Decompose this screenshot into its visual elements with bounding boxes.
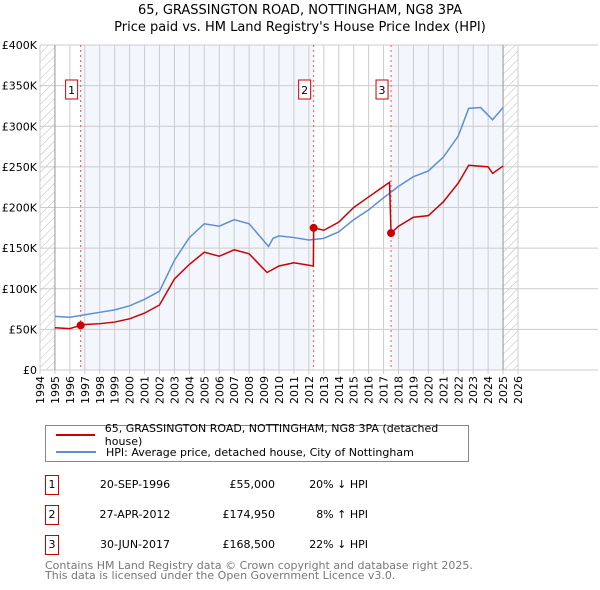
x-tick-label: 2009: [258, 376, 271, 404]
x-tick-label: 2013: [318, 376, 331, 404]
sale-date: 27-APR-2012: [99, 508, 171, 521]
legend-label: HPI: Average price, detached house, City…: [106, 445, 414, 459]
sale-date: 30-JUN-2017: [99, 538, 171, 551]
sale-point: [309, 223, 318, 232]
x-tick-label: 2008: [243, 376, 256, 404]
y-tick-label: £100K: [2, 283, 38, 296]
legend-label: 65, GRASSINGTON ROAD, NOTTINGHAM, NG8 3P…: [104, 422, 439, 448]
chart-subtitle: Price paid vs. HM Land Registry's House …: [114, 20, 486, 35]
y-tick-label: £0: [23, 364, 37, 377]
sale-marker-label: 2: [301, 84, 308, 97]
legend: 65, GRASSINGTON ROAD, NOTTINGHAM, NG8 3P…: [45, 422, 469, 462]
x-tick-label: 2017: [378, 376, 391, 404]
x-tick-label: 1995: [49, 376, 62, 404]
x-tick-label: 1996: [64, 376, 77, 404]
legend-swatch-red: [56, 434, 95, 436]
sale-number: 1: [45, 475, 59, 495]
sale-marker-box: [375, 79, 389, 100]
sale-point: [387, 229, 396, 238]
sale-point: [76, 321, 85, 330]
x-tick-label: 2000: [124, 376, 137, 404]
x-tick-label: 2007: [228, 376, 241, 404]
sale-price: £174,950: [222, 508, 276, 521]
x-tick-label: 2020: [422, 376, 435, 404]
legend-item-property: 65, GRASSINGTON ROAD, NOTTINGHAM, NG8 3P…: [56, 422, 468, 448]
sale-price: £168,500: [222, 538, 276, 551]
sale-hpi: 8% ↑ HPI: [316, 508, 368, 521]
x-tick-label: 2018: [393, 376, 406, 404]
sale-row: 1 20-SEP-1996 £55,000 20% ↓ HPI: [45, 475, 465, 495]
x-tick-label: 2004: [183, 376, 196, 404]
legend-swatch-blue: [56, 451, 96, 453]
sale-hpi: 20% ↓ HPI: [309, 478, 368, 491]
sale-row: 3 30-JUN-2017 £168,500 22% ↓ HPI: [45, 535, 465, 555]
x-tick-label: 2006: [213, 376, 226, 404]
sale-number: 2: [45, 505, 59, 525]
x-tick-label: 1994: [34, 376, 47, 404]
plot-area: 1994 1995 1996 1997 1998 1999 2000 2001 2002 2003…: [2, 39, 598, 404]
x-tick-label: 1998: [94, 376, 107, 404]
x-tick-label: 1997: [79, 376, 92, 404]
sale-marker-label: 1: [68, 84, 75, 97]
sale-marker-label: 3: [379, 84, 386, 97]
sale-price: £55,000: [229, 478, 276, 491]
sale-hpi: 22% ↓ HPI: [309, 538, 368, 551]
x-tick-label: 2010: [273, 376, 286, 404]
chart-title: 65, GRASSINGTON ROAD, NOTTINGHAM, NG8 3P…: [138, 3, 462, 18]
x-tick-label: 2019: [407, 376, 420, 404]
y-tick-label: £150K: [2, 242, 38, 255]
x-tick-label: 2003: [168, 376, 181, 404]
y-tick-label: £50K: [9, 323, 38, 336]
x-tick-label: 1999: [109, 376, 122, 404]
y-tick-label: £250K: [2, 161, 38, 174]
sale-number: 3: [45, 535, 59, 555]
sale-marker-box: [65, 79, 79, 100]
x-tick-label: 2002: [154, 376, 167, 404]
x-tick-label: 2001: [139, 376, 152, 404]
x-tick-label: 2025: [497, 376, 510, 404]
x-tick-label: 2005: [198, 376, 211, 404]
legend-item-hpi: HPI: Average price, detached house, City…: [56, 444, 414, 460]
x-tick-label: 2026: [512, 376, 525, 404]
x-tick-label: 2023: [467, 376, 480, 404]
y-tick-label: £350K: [2, 80, 38, 93]
x-tick-label: 2012: [303, 376, 316, 404]
footer-licence: This data is licensed under the Open Gov…: [45, 569, 396, 582]
footer-copyright: Contains HM Land Registry data © Crown c…: [45, 559, 473, 572]
x-tick-label: 2024: [482, 376, 495, 404]
x-tick-label: 2022: [452, 376, 465, 404]
x-tick-label: 2021: [437, 376, 450, 404]
y-tick-label: £200K: [2, 202, 38, 215]
y-tick-label: £400K: [2, 39, 38, 52]
price-paid-line: [54, 164, 504, 330]
sale-row: 2 27-APR-2012 £174,950 8% ↑ HPI: [45, 505, 465, 525]
sale-marker-box: [298, 79, 312, 100]
hpi-line: [54, 106, 504, 318]
sale-date: 20-SEP-1996: [99, 478, 171, 491]
x-tick-label: 2014: [333, 376, 346, 404]
x-tick-label: 2011: [288, 376, 301, 404]
x-tick-label: 2015: [348, 376, 361, 404]
y-tick-label: £300K: [2, 120, 38, 133]
x-tick-label: 2016: [363, 376, 376, 404]
